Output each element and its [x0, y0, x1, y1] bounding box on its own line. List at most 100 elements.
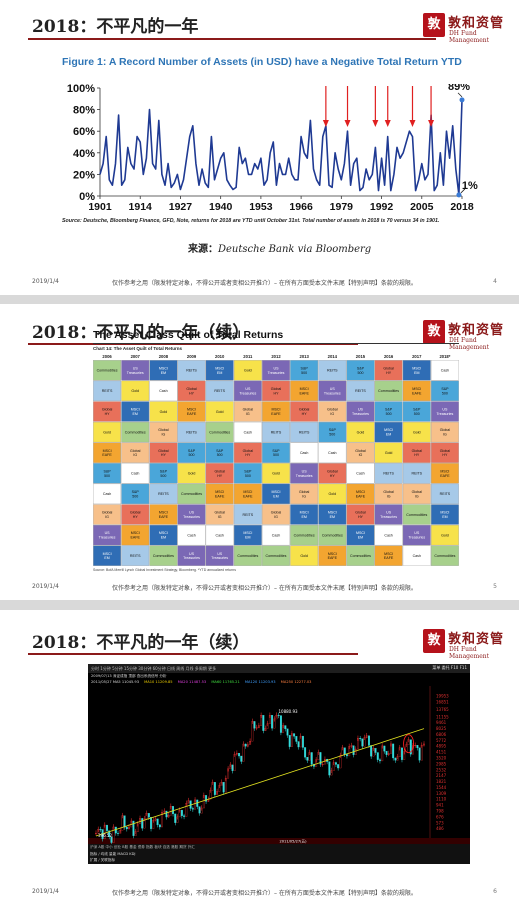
price-axis-label: 1544	[436, 785, 447, 790]
x-tick-label: 1914	[129, 201, 153, 213]
quilt-cell-label: Commodities	[294, 533, 315, 537]
candle-body	[156, 818, 159, 825]
candle-body	[165, 810, 168, 818]
price-axis-label: 6806	[436, 732, 447, 737]
price-axis-label: 1309	[436, 791, 447, 796]
quilt-cell	[205, 442, 234, 463]
quilt-cell-label: HY	[217, 474, 223, 478]
quilt-cell	[121, 442, 150, 463]
quilt-cell	[402, 401, 431, 422]
quilt-cell	[93, 380, 122, 402]
terminal-bottom-bar: 沪深 A股 中小 创业 B股 基金 债券 指数 板块 自选 港股 期货 外汇 指…	[88, 844, 470, 864]
quilt-cell	[402, 504, 431, 525]
annotation-leader	[457, 92, 463, 98]
quilt-header: 2014	[328, 354, 338, 359]
quilt-header: 2013	[299, 354, 309, 359]
quilt-cell	[149, 360, 178, 381]
quilt-cell-label: EAFE	[271, 412, 281, 416]
quilt-cell-label: S&P	[160, 469, 168, 473]
candle-body	[374, 748, 377, 753]
candle-body	[242, 743, 245, 762]
ma-label: MA250 12277.03	[280, 680, 312, 684]
candle-body	[112, 826, 115, 843]
y-tick-label: 0%	[79, 191, 95, 203]
candle-body	[240, 755, 243, 762]
terminal-right-menu: 菜单 委托 F10 F11	[432, 665, 467, 670]
x-tick-label: 2018	[450, 201, 474, 213]
quilt-cell-label: Global	[130, 449, 141, 453]
ma-label: MA60 11765.21	[211, 680, 240, 684]
quilt-cell-label: EM	[133, 412, 138, 416]
quilt-cell	[233, 524, 262, 546]
quilt-cell-label: Global	[214, 511, 225, 515]
candle-body	[332, 762, 335, 771]
quilt-cell	[374, 421, 403, 443]
page-number: 5	[493, 583, 497, 590]
candle-body	[136, 823, 139, 832]
quilt-cell-label: EAFE	[412, 391, 422, 395]
quilt-cell-label: EM	[386, 433, 391, 437]
logo-seal-icon: 敦	[423, 629, 445, 653]
quilt-cell	[430, 463, 459, 484]
quilt-cell-label: 500	[301, 371, 307, 375]
quilt-cell	[290, 504, 319, 525]
x-tick-label: 1992	[370, 201, 394, 213]
quilt-cell-label: Global	[271, 387, 282, 391]
quilt-cell-label: Gold	[216, 410, 224, 414]
price-axis-label: 1821	[436, 779, 447, 784]
price-axis-label: 4895	[436, 744, 447, 749]
quilt-cell	[430, 524, 459, 546]
candle-body	[169, 806, 172, 816]
quilt-cell	[233, 442, 262, 463]
quilt-cell-label: REITS	[158, 492, 169, 496]
quilt-cell-label: S&P	[385, 408, 393, 412]
candle-body	[407, 739, 410, 745]
candle-body	[282, 725, 285, 733]
quilt-cell	[402, 421, 431, 443]
candle-body	[328, 761, 331, 776]
quilt-cell-label: Commodities	[434, 554, 455, 558]
arrow-head-icon	[344, 120, 351, 127]
quilt-cell-label: Commodities	[125, 430, 146, 434]
arrow-head-icon	[428, 120, 435, 127]
candle-body	[363, 737, 366, 747]
quilt-cell-label: HY	[161, 453, 167, 457]
candle-body	[213, 782, 216, 795]
quilt-cell-label: REITS	[130, 554, 141, 558]
quilt-cell-label: Cash	[413, 554, 421, 558]
quilt-cell-label: MSCI	[243, 531, 252, 535]
candle-body	[403, 751, 406, 760]
quilt-cell-label: Gold	[357, 430, 365, 434]
quilt-cell	[233, 380, 262, 402]
quilt-cell	[121, 401, 150, 422]
candle-body	[262, 715, 265, 731]
logo-name: 敦和资管	[448, 16, 505, 31]
quilt-cell	[177, 442, 206, 463]
annotation-leader	[460, 188, 466, 194]
arrow-head-icon	[372, 120, 379, 127]
candle-body	[401, 747, 403, 760]
candle-body	[286, 728, 289, 736]
quilt-cell	[93, 545, 122, 566]
title-rule	[28, 38, 436, 40]
quilt-cell	[290, 524, 319, 546]
quilt-cell-label: Treasuries	[183, 556, 200, 560]
price-axis-label: 4151	[436, 750, 447, 755]
quilt-cell-label: REITS	[327, 369, 338, 373]
candle-body	[299, 735, 302, 748]
quilt-cell	[233, 421, 262, 443]
quilt-cell	[290, 483, 319, 505]
price-axis-label: 9461	[436, 720, 447, 725]
candle-body	[277, 714, 280, 716]
quilt-cell	[205, 504, 234, 525]
candle-body	[257, 725, 260, 728]
candle-body	[220, 782, 223, 786]
quilt-cell-label: Commodities	[406, 513, 427, 517]
quilt-cell-label: S&P	[103, 469, 111, 473]
quilt-cell-label: S&P	[413, 408, 421, 412]
candle-body	[183, 815, 186, 817]
quilt-cell-label: EM	[104, 556, 109, 560]
quilt-cell-label: 500	[132, 494, 138, 498]
quilt-cell	[149, 463, 178, 484]
quilt-cell-label: MSCI	[328, 511, 337, 515]
